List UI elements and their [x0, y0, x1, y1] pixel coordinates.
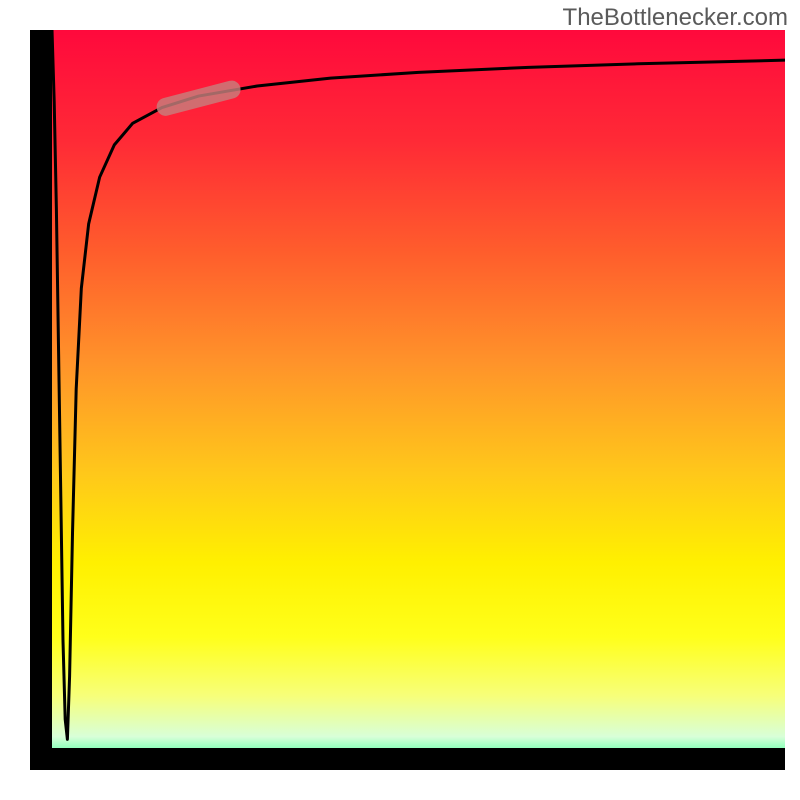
- plot-area: [30, 30, 785, 770]
- curve-layer: [30, 30, 785, 770]
- attribution-label: TheBottlenecker.com: [563, 4, 788, 32]
- highlight-marker: [166, 90, 232, 107]
- bottleneck-chart: TheBottlenecker.com: [0, 0, 800, 800]
- bottleneck-curve: [52, 30, 785, 739]
